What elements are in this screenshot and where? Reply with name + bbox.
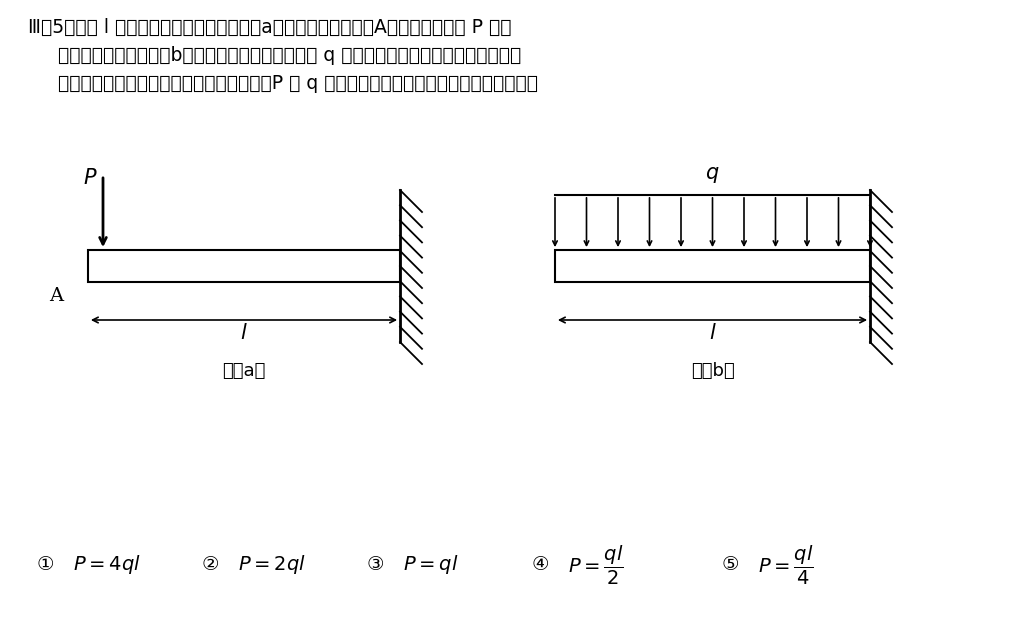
- Text: 図（a）: 図（a）: [222, 362, 265, 380]
- Text: ④: ④: [531, 556, 549, 575]
- Text: Ⅲ－5　長さ l の片持ちはりに対して，図（a）のように自由端（A点）に集中荷重 P を作: Ⅲ－5 長さ l の片持ちはりに対して，図（a）のように自由端（A点）に集中荷重…: [28, 18, 512, 37]
- Text: $P = \dfrac{ql}{2}$: $P = \dfrac{ql}{2}$: [568, 543, 624, 586]
- Text: $P = ql$: $P = ql$: [403, 554, 459, 577]
- Text: える。両者の最大曲げ応力が等しいとき，P と q の関係として，最も適切なものはどれか。: える。両者の最大曲げ応力が等しいとき，P と q の関係として，最も適切なものは…: [58, 74, 538, 93]
- Bar: [88, 250, 400, 282]
- Text: $q$: $q$: [706, 165, 720, 185]
- Text: ③: ③: [367, 556, 384, 575]
- Text: A: A: [49, 287, 63, 305]
- Text: ①: ①: [36, 556, 53, 575]
- Text: ②: ②: [202, 556, 219, 575]
- Text: $P = \dfrac{ql}{4}$: $P = \dfrac{ql}{4}$: [758, 543, 813, 586]
- Text: 用させる場合と，図（b）のように単位長さあたり q の等分布荷重を作用させる場合を考: 用させる場合と，図（b）のように単位長さあたり q の等分布荷重を作用させる場合…: [58, 46, 521, 65]
- Text: ⑤: ⑤: [721, 556, 738, 575]
- Bar: [555, 250, 870, 282]
- Text: $P = 4ql$: $P = 4ql$: [73, 554, 141, 577]
- Text: 図（b）: 図（b）: [690, 362, 734, 380]
- Text: $l$: $l$: [709, 323, 717, 343]
- Text: $P$: $P$: [83, 168, 97, 188]
- Text: $l$: $l$: [241, 323, 248, 343]
- Text: $P = 2ql$: $P = 2ql$: [238, 554, 306, 577]
